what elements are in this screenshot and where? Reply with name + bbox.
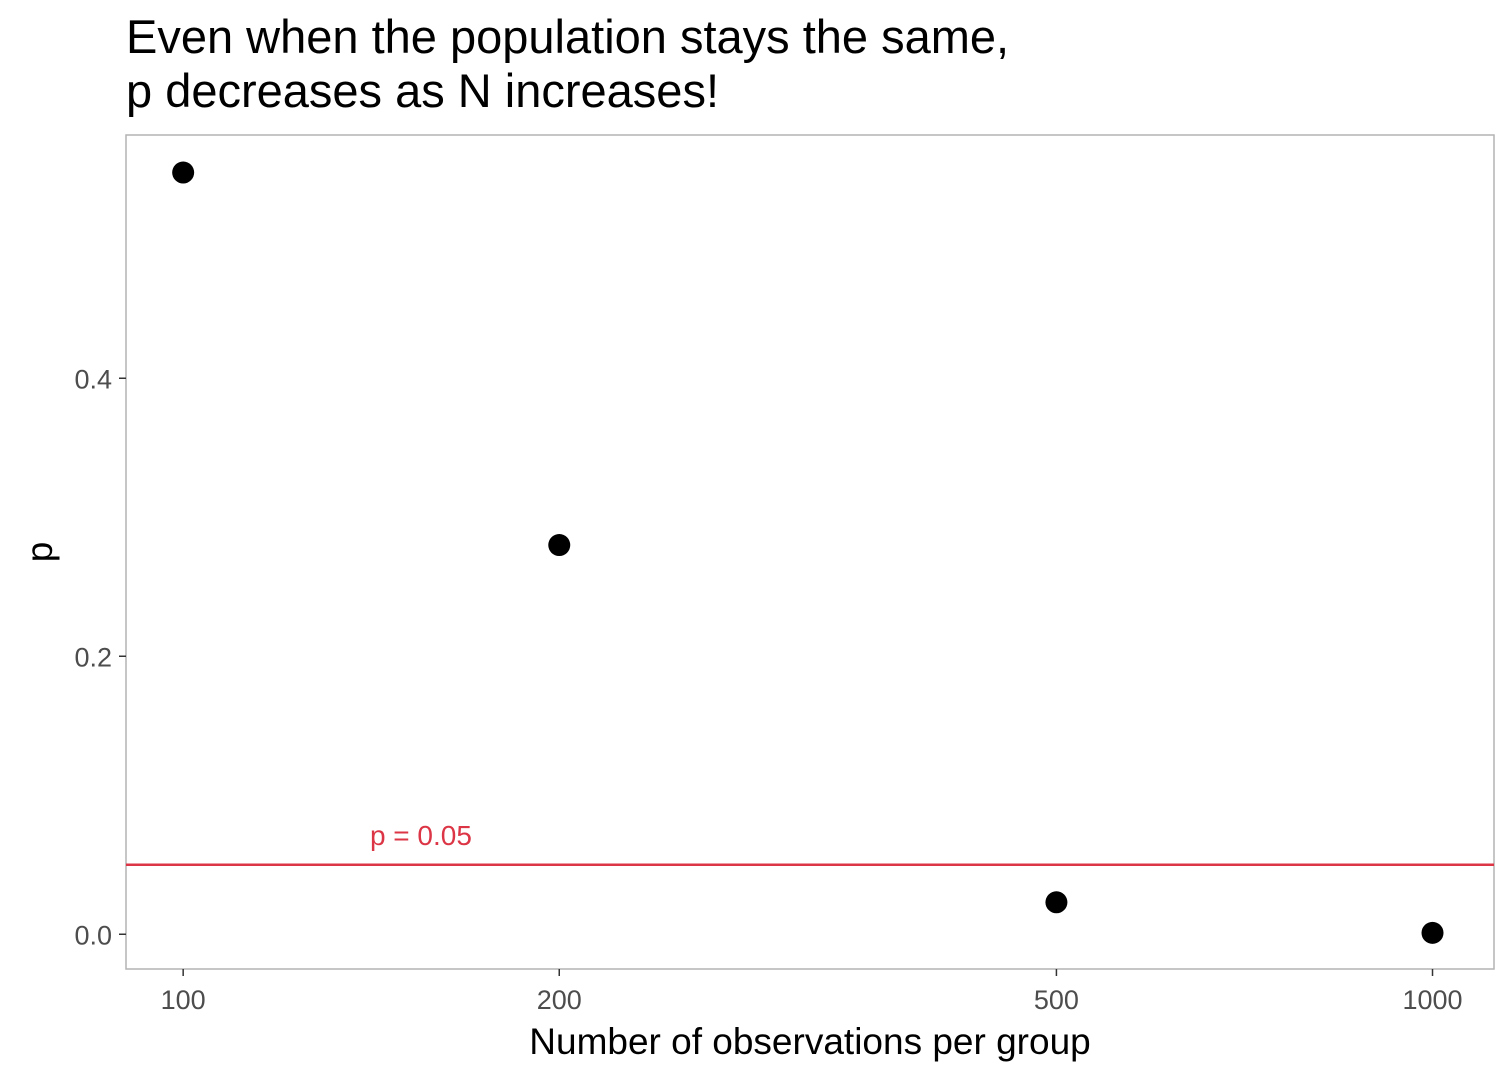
y-tick-label: 0.0 (74, 920, 112, 950)
x-axis: 100 200 500 1000 (161, 969, 1463, 1015)
data-point (548, 534, 571, 557)
chart-title-line-1: Even when the population stays the same, (126, 10, 1010, 63)
y-axis: 0.0 0.2 0.4 (74, 364, 126, 950)
chart-title-line-2: p decreases as N increases! (126, 64, 720, 117)
data-points (172, 161, 1444, 944)
x-tick-label: 500 (1034, 985, 1079, 1015)
x-tick-label: 100 (161, 985, 206, 1015)
data-point (1421, 921, 1444, 944)
x-tick-label: 1000 (1402, 985, 1462, 1015)
plot-panel-border (125, 134, 1495, 970)
x-tick-label: 200 (537, 985, 582, 1015)
chart-title: Even when the population stays the same,… (126, 10, 1486, 118)
data-point (172, 161, 195, 184)
data-point (1045, 891, 1068, 914)
x-axis-title: Number of observations per group (529, 1021, 1090, 1062)
y-tick-label: 0.2 (74, 642, 112, 672)
y-tick-label: 0.4 (74, 364, 112, 394)
reference-line-label: p = 0.05 (370, 820, 472, 851)
y-axis-title: p (19, 542, 60, 563)
reference-line-group: p = 0.05 (126, 820, 1494, 866)
